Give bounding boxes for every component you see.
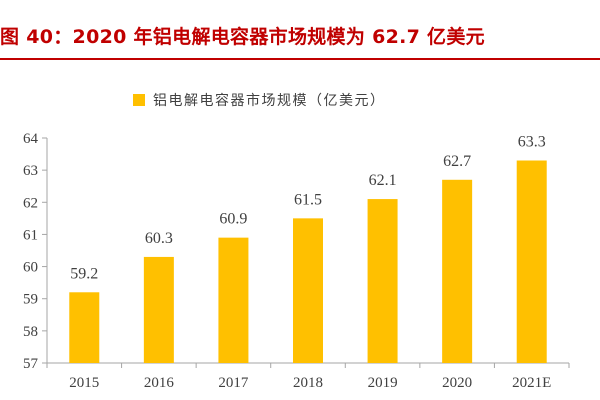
bar-2019 xyxy=(367,199,398,363)
legend: 铝电解电容器市场规模（亿美元） xyxy=(133,92,386,109)
bar-2021E xyxy=(516,160,547,363)
x-tick-label-2020: 2020 xyxy=(442,375,472,391)
legend-label: 铝电解电容器市场规模（亿美元） xyxy=(153,92,386,109)
figure-title: 图 40：2020 年铝电解电容器市场规模为 62.7 亿美元 xyxy=(0,26,485,48)
bars xyxy=(69,160,547,363)
bar-2020 xyxy=(442,179,473,363)
y-tick-label: 61 xyxy=(23,227,38,243)
y-tick-label: 58 xyxy=(23,324,38,340)
data-label-2018: 61.5 xyxy=(294,191,322,208)
x-tick-label-2018: 2018 xyxy=(293,375,323,391)
y-tick-label: 59 xyxy=(23,292,38,308)
bar-2015 xyxy=(69,292,100,363)
y-axis: 57 58 59 60 61 62 63 64 xyxy=(23,131,48,372)
y-tick-label: 62 xyxy=(23,195,38,211)
data-label-2021E: 63.3 xyxy=(518,134,546,151)
value-labels: 59.2 60.3 60.9 61.5 62.1 62.7 63.3 xyxy=(70,134,545,283)
bar-2017 xyxy=(218,237,249,363)
x-axis: 2015 2016 2017 2018 2019 2020 2021E xyxy=(46,362,570,391)
data-label-2017: 60.9 xyxy=(219,211,247,228)
bar-2016 xyxy=(143,256,174,363)
x-tick-label-2015: 2015 xyxy=(69,375,99,391)
y-tick-label: 64 xyxy=(23,131,39,147)
y-tick-label: 57 xyxy=(23,356,39,372)
data-label-2020: 62.7 xyxy=(443,153,471,170)
legend-swatch xyxy=(133,94,145,106)
title-rule xyxy=(0,58,600,60)
data-label-2019: 62.1 xyxy=(369,172,397,189)
bar-2018 xyxy=(293,218,323,363)
y-tick-label: 60 xyxy=(23,260,38,276)
data-label-2015: 59.2 xyxy=(70,265,98,282)
x-tick-label-2019: 2019 xyxy=(368,375,398,391)
x-tick-label-2021E: 2021E xyxy=(512,375,551,391)
y-tick-label: 63 xyxy=(23,163,38,179)
data-label-2016: 60.3 xyxy=(145,230,173,247)
x-tick-label-2016: 2016 xyxy=(144,375,175,391)
x-tick-label-2017: 2017 xyxy=(218,375,249,391)
